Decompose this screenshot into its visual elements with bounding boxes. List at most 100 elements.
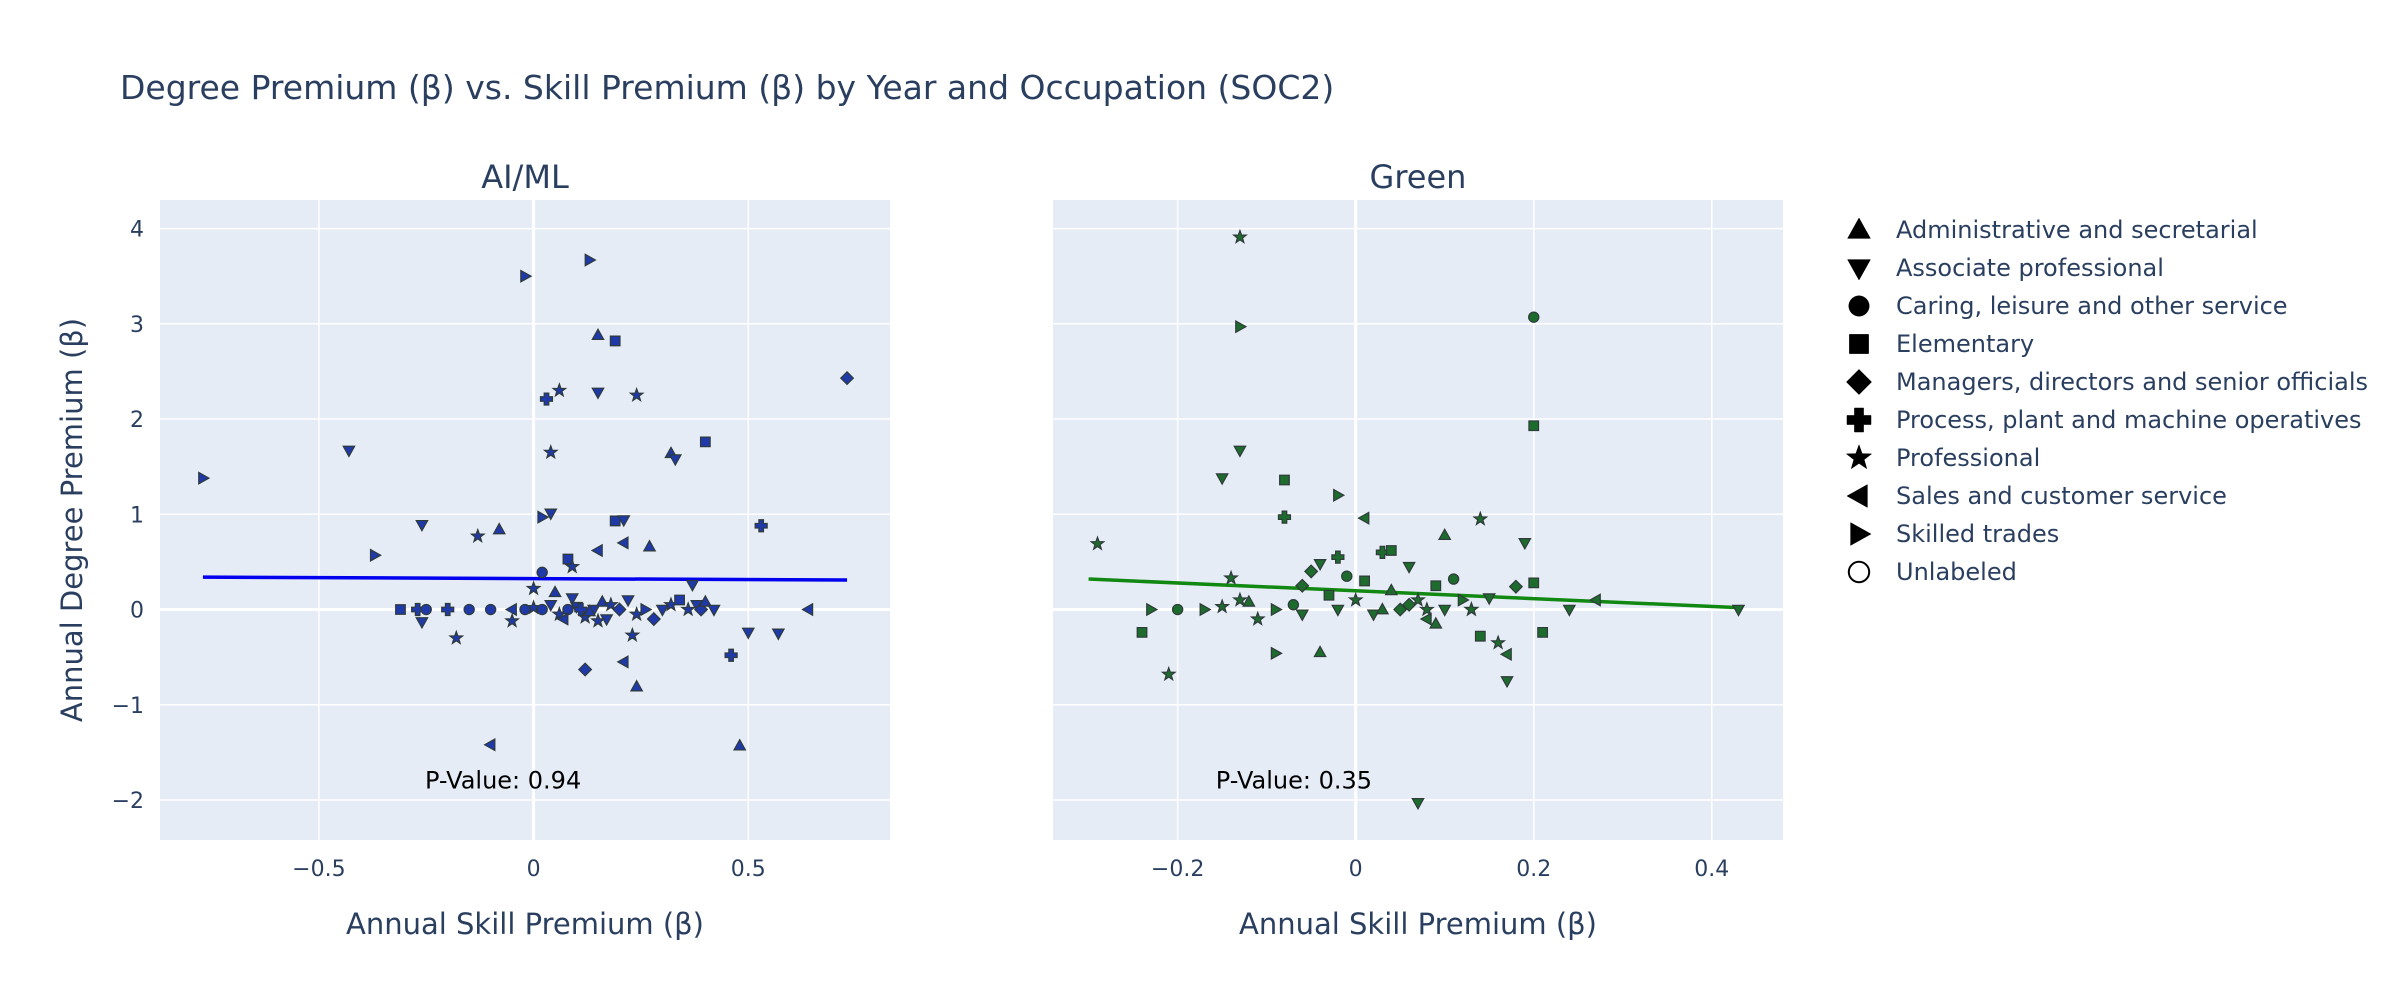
data-point — [1233, 445, 1247, 458]
data-point — [1457, 593, 1470, 607]
data-point — [574, 602, 588, 617]
data-point — [1323, 589, 1335, 601]
legend-item: Administrative and secretarial — [1847, 216, 2258, 244]
legend-symbol — [1848, 295, 1870, 317]
p-value-annotation-green: P-Value: 0.35 — [1216, 767, 1372, 795]
data-point — [411, 602, 425, 617]
subplot-title-aiml: AI/ML — [481, 158, 569, 196]
data-point — [556, 612, 569, 626]
data-point — [1089, 535, 1106, 551]
data-point — [1499, 647, 1512, 662]
x-tick-label: 0.2 — [1516, 857, 1551, 882]
data-point — [1223, 569, 1240, 585]
data-point — [1508, 579, 1524, 594]
data-point — [420, 603, 432, 616]
legend: Administrative and secretarial Associate … — [1845, 216, 2368, 586]
legend-symbol — [1845, 444, 1873, 470]
data-point — [629, 679, 644, 692]
data-point — [602, 596, 619, 612]
legend-label: Administrative and secretarial — [1896, 216, 2258, 244]
legend-item: Caring, leisure and other service — [1848, 292, 2288, 320]
legend-symbol — [1847, 217, 1871, 239]
legend-item: Sales and customer service — [1846, 482, 2227, 510]
data-point — [536, 566, 548, 579]
legend-item: Associate professional — [1847, 254, 2164, 282]
data-point — [198, 471, 211, 485]
data-point — [612, 602, 627, 617]
data-point — [1418, 601, 1435, 617]
x-tick-label: 0.4 — [1694, 857, 1729, 882]
data-point — [584, 253, 597, 267]
data-point — [1270, 602, 1283, 617]
data-point — [1463, 601, 1480, 617]
data-point — [685, 579, 700, 592]
data-point — [484, 603, 497, 616]
data-point — [617, 515, 631, 528]
data-point — [1231, 591, 1248, 607]
points-aiml — [198, 253, 855, 752]
data-point — [1287, 599, 1300, 611]
data-point — [674, 594, 685, 606]
data-point — [1410, 591, 1426, 607]
legend-symbol — [1846, 407, 1872, 433]
data-point — [1528, 420, 1540, 432]
data-point — [539, 392, 554, 406]
legend-label: Managers, directors and senior officials — [1896, 368, 2368, 396]
legend-item: Process, plant and machine operatives — [1846, 406, 2362, 434]
data-point — [504, 602, 517, 617]
data-point — [1270, 646, 1283, 661]
x-tick-label: 0 — [1349, 857, 1363, 882]
y-axis-title: Annual Degree Premium (β) — [55, 318, 89, 722]
data-point — [1359, 575, 1370, 587]
data-point — [1528, 577, 1540, 589]
data-point — [1295, 578, 1310, 593]
data-point — [1313, 645, 1327, 658]
data-point — [544, 508, 558, 521]
data-point — [1430, 580, 1442, 592]
points-green — [1089, 228, 1746, 811]
data-point — [1295, 609, 1309, 622]
data-point — [342, 445, 356, 458]
data-point — [642, 539, 657, 552]
data-point — [369, 548, 382, 562]
data-point — [801, 602, 814, 617]
data-point — [1214, 598, 1231, 614]
data-point — [415, 617, 429, 630]
legend-label: Elementary — [1896, 330, 2034, 358]
x-tick-labels-aiml: −0.5 0 0.5 — [292, 857, 766, 882]
legend-item: Elementary — [1849, 330, 2034, 358]
data-point — [1146, 602, 1159, 617]
data-point — [839, 370, 855, 386]
data-point — [469, 527, 486, 543]
legend-label: Skilled trades — [1896, 520, 2059, 548]
data-point — [724, 648, 738, 662]
x-tick-label: −0.2 — [1151, 857, 1204, 882]
data-point — [1215, 473, 1229, 486]
data-point — [621, 595, 635, 608]
data-point — [1419, 612, 1432, 626]
legend-label: Sales and customer service — [1896, 482, 2227, 510]
data-point — [1160, 665, 1177, 682]
p-value-annotation-aiml: P-Value: 0.94 — [425, 767, 581, 795]
data-point — [616, 536, 629, 550]
gridlines-green — [1053, 200, 1783, 840]
data-point — [1279, 474, 1290, 486]
data-point — [520, 269, 533, 283]
y-tick-label: 0 — [130, 599, 144, 624]
data-point — [741, 627, 756, 640]
data-point — [609, 515, 621, 527]
data-point — [463, 603, 475, 616]
data-point — [1518, 538, 1532, 551]
data-point — [1375, 545, 1389, 559]
data-point — [1437, 528, 1452, 541]
data-point — [1304, 564, 1319, 579]
data-point — [590, 543, 603, 558]
data-point — [1402, 561, 1416, 574]
data-point — [1231, 228, 1248, 244]
plot-area-green — [1053, 200, 1783, 840]
data-point — [1249, 610, 1266, 626]
trendline-green — [1088, 577, 1739, 610]
data-point — [591, 387, 605, 400]
legend-label: Professional — [1896, 444, 2040, 472]
data-point — [1384, 583, 1399, 596]
